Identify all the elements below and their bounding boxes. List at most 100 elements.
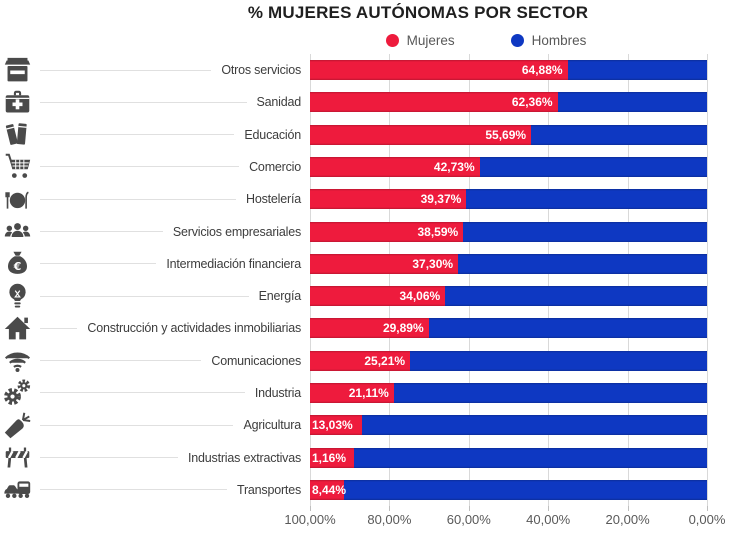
bar-track: 29,89% — [310, 318, 707, 339]
mujeres-bar-segment: 37,30% — [310, 253, 459, 274]
storefront-icon — [0, 56, 34, 85]
leader-line — [40, 134, 235, 136]
mujeres-bar-segment: 38,59% — [310, 221, 464, 242]
value-label: 21,11% — [348, 385, 389, 400]
bar-track: 8,44% — [310, 479, 707, 500]
gridline — [548, 54, 550, 506]
category-label: Construcción y actividades inmobiliarias — [87, 321, 301, 336]
house-icon — [0, 314, 34, 343]
axis-tick — [627, 506, 629, 511]
carrot-icon — [0, 411, 34, 440]
category-label: Sanidad — [256, 95, 302, 110]
hombres-bar-segment — [466, 189, 707, 210]
category-label: Energía — [258, 289, 302, 304]
value-label: 1,16% — [312, 450, 347, 465]
value-label: 34,06% — [399, 289, 441, 304]
bar-track: 39,37% — [310, 189, 707, 210]
bar-track: 34,06% — [310, 286, 707, 307]
sector-row: Agricultura 13,03% — [0, 409, 732, 441]
books-icon — [0, 120, 34, 149]
sector-row: Servicios empresariales 38,59% — [0, 215, 732, 247]
hombres-bar-segment — [463, 221, 707, 242]
mujeres-bar-segment: 25,21% — [310, 350, 411, 371]
axis-tick — [310, 506, 311, 511]
first-aid-kit-icon — [0, 88, 34, 117]
barrier-icon — [0, 443, 34, 472]
value-label: 13,03% — [312, 418, 353, 433]
sector-row: Comunicaciones 25,21% — [0, 345, 732, 377]
value-label: 55,69% — [485, 127, 527, 142]
hombres-bar-segment — [354, 447, 707, 468]
plot-gridlines — [310, 54, 708, 506]
bar-track: 64,88% — [310, 60, 707, 81]
axis-ticks — [310, 506, 708, 511]
mujeres-bar-segment: 34,06% — [310, 286, 446, 307]
sector-row: Industrias extractivas 1,16% — [0, 441, 732, 473]
category-label: Industrias extractivas — [187, 450, 301, 465]
people-group-icon — [0, 217, 34, 246]
category-label: Otros servicios — [221, 63, 301, 78]
axis-tick — [389, 506, 391, 511]
sector-row: Construcción y actividades inmobiliarias… — [0, 312, 732, 344]
leader-line — [40, 101, 247, 103]
category-label: Comunicaciones — [211, 353, 301, 368]
hombres-bar-segment — [393, 382, 707, 403]
mujeres-bar-segment: 55,69% — [310, 124, 532, 145]
sector-row: Industria 21,11% — [0, 377, 732, 409]
wifi-icon — [0, 346, 34, 375]
x-axis-tick-label: 60,00% — [446, 512, 491, 527]
bar-track: 21,11% — [310, 382, 707, 403]
leader-line — [40, 424, 234, 426]
value-label: 39,37% — [420, 192, 462, 207]
hombres-bar-segment — [428, 318, 707, 339]
bar-rows: Otros servicios 64,88% Sanidad 62,36% Educac… — [0, 54, 732, 506]
gridline — [707, 54, 708, 506]
hombres-bar-segment — [445, 286, 707, 307]
hombres-dot-icon — [510, 34, 524, 47]
value-label: 25,21% — [364, 353, 406, 368]
hombres-bar-segment — [458, 253, 707, 274]
svg-text:€: € — [12, 260, 21, 273]
sector-row: Transportes 8,44% — [0, 474, 732, 506]
sector-row: Educación 55,69% — [0, 119, 732, 151]
x-axis-labels: 100,00% 80,00% 60,00% 40,00% 20,00% 0,00% — [284, 512, 725, 530]
value-label: 38,59% — [417, 224, 459, 239]
axis-tick — [707, 506, 708, 511]
sector-row: Comercio 42,73% — [0, 151, 732, 183]
bar-track: 1,16% — [310, 447, 707, 468]
mujeres-bar-segment: 8,44% — [310, 479, 346, 500]
category-label: Comercio — [249, 159, 301, 174]
mujeres-bar-segment: 1,16% — [310, 447, 355, 468]
category-label: Educación — [244, 127, 301, 142]
x-axis-tick-label: 80,00% — [367, 512, 412, 527]
value-label: 42,73% — [433, 159, 475, 174]
gridline — [310, 54, 311, 506]
hombres-bar-segment — [361, 415, 707, 436]
gridline — [627, 54, 629, 506]
leader-line — [40, 231, 163, 233]
mujeres-bar-segment: 64,88% — [310, 60, 568, 81]
gridline — [468, 54, 470, 506]
category-label: Hostelería — [246, 192, 301, 207]
vehicles-icon — [0, 475, 34, 504]
leader-line — [40, 295, 249, 297]
legend-label: Hombres — [531, 33, 587, 48]
bar-track: 13,03% — [310, 415, 707, 436]
leader-line — [40, 263, 157, 265]
x-axis-tick-label: 20,00% — [605, 512, 650, 527]
sector-row: Sanidad 62,36% — [0, 86, 732, 118]
mujeres-dot-icon — [385, 34, 399, 47]
hombres-bar-segment — [479, 156, 707, 177]
sector-row: Energía 34,06% — [0, 280, 732, 312]
bar-track: 42,73% — [310, 156, 707, 177]
category-label: Transportes — [236, 482, 301, 497]
x-axis-tick-label: 0,00% — [688, 512, 726, 527]
category-label: Intermediación financiera — [166, 256, 301, 271]
mujeres-bar-segment: 13,03% — [310, 415, 362, 436]
legend-item-hombres: Hombres — [510, 33, 587, 48]
mujeres-bar-segment: 42,73% — [310, 156, 480, 177]
x-axis-tick-label: 40,00% — [526, 512, 571, 527]
legend-item-mujeres: Mujeres — [385, 33, 455, 48]
bar-track: 38,59% — [310, 221, 707, 242]
